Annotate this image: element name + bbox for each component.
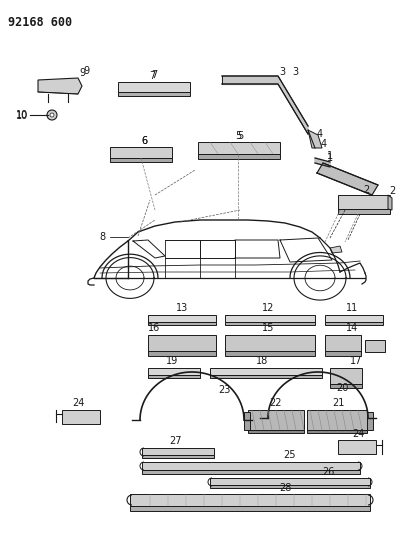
Bar — [148, 322, 216, 325]
Bar — [338, 209, 390, 214]
Bar — [330, 368, 362, 384]
Bar — [225, 335, 315, 351]
Text: 5: 5 — [235, 131, 241, 141]
Polygon shape — [38, 78, 82, 94]
Text: 7: 7 — [151, 70, 157, 80]
Text: 2: 2 — [389, 186, 395, 196]
Bar — [142, 448, 214, 455]
Text: 10: 10 — [16, 110, 28, 120]
Text: 9: 9 — [79, 68, 85, 78]
Bar — [210, 375, 322, 378]
Bar — [110, 147, 172, 158]
Text: 3: 3 — [292, 67, 298, 77]
Text: 1: 1 — [327, 151, 333, 161]
Circle shape — [50, 113, 54, 117]
Bar — [148, 335, 216, 351]
Bar — [210, 478, 370, 485]
Bar — [307, 430, 367, 433]
Bar — [225, 322, 315, 325]
Text: 9: 9 — [83, 66, 89, 76]
Text: 13: 13 — [176, 303, 188, 313]
Bar — [325, 315, 383, 322]
Text: 21: 21 — [332, 398, 344, 408]
Bar — [225, 315, 315, 322]
Text: 20: 20 — [336, 383, 348, 393]
Polygon shape — [317, 163, 378, 195]
Text: 92168 600: 92168 600 — [8, 16, 72, 29]
Text: 7: 7 — [149, 71, 155, 81]
Text: 4: 4 — [317, 129, 323, 139]
Text: 3: 3 — [279, 67, 285, 77]
Text: 14: 14 — [346, 323, 358, 333]
Text: 6: 6 — [141, 136, 147, 146]
Bar — [198, 154, 280, 159]
Bar — [142, 462, 360, 470]
Polygon shape — [330, 246, 342, 253]
Bar — [142, 455, 214, 458]
Text: 1: 1 — [327, 153, 333, 163]
Bar — [198, 142, 280, 154]
Polygon shape — [308, 130, 322, 148]
Bar — [225, 351, 315, 356]
Text: 5: 5 — [237, 131, 243, 141]
Text: 18: 18 — [256, 356, 268, 366]
Bar — [148, 375, 200, 378]
Text: 4: 4 — [321, 139, 327, 149]
Text: 24: 24 — [72, 398, 84, 408]
Bar — [130, 494, 370, 506]
Text: 2: 2 — [363, 185, 369, 195]
Text: 8: 8 — [99, 232, 105, 242]
Bar — [130, 506, 370, 511]
Bar — [210, 368, 322, 375]
Text: 23: 23 — [218, 385, 230, 395]
Bar — [62, 410, 100, 424]
Text: 16: 16 — [148, 323, 160, 333]
Bar — [338, 440, 376, 454]
Text: 22: 22 — [269, 398, 281, 408]
Text: 28: 28 — [279, 483, 291, 493]
Text: 10: 10 — [16, 111, 28, 121]
Bar — [148, 368, 200, 375]
Bar — [325, 351, 361, 356]
Text: 11: 11 — [346, 303, 358, 313]
Bar — [118, 92, 190, 96]
Polygon shape — [278, 76, 308, 134]
Text: 6: 6 — [141, 136, 147, 146]
Bar — [367, 412, 373, 430]
Bar — [142, 470, 360, 474]
Bar — [325, 322, 383, 325]
Text: 27: 27 — [170, 436, 182, 446]
Bar — [330, 384, 362, 388]
Bar — [118, 82, 190, 92]
Text: 15: 15 — [262, 323, 274, 333]
Text: 12: 12 — [262, 303, 274, 313]
Text: 25: 25 — [284, 450, 296, 460]
Bar — [365, 340, 385, 352]
Bar — [338, 195, 390, 209]
Text: 17: 17 — [350, 356, 362, 366]
Bar — [148, 315, 216, 322]
Text: 19: 19 — [166, 356, 178, 366]
Bar — [110, 158, 172, 162]
Bar — [210, 485, 370, 488]
Bar — [244, 412, 250, 430]
Bar — [248, 410, 304, 430]
Polygon shape — [315, 158, 330, 167]
Polygon shape — [388, 195, 392, 210]
Bar — [248, 430, 304, 433]
Bar — [325, 335, 361, 351]
Text: 26: 26 — [322, 467, 334, 477]
Text: 24: 24 — [352, 429, 364, 439]
Bar — [148, 351, 216, 356]
Circle shape — [47, 110, 57, 120]
Bar — [307, 410, 367, 430]
